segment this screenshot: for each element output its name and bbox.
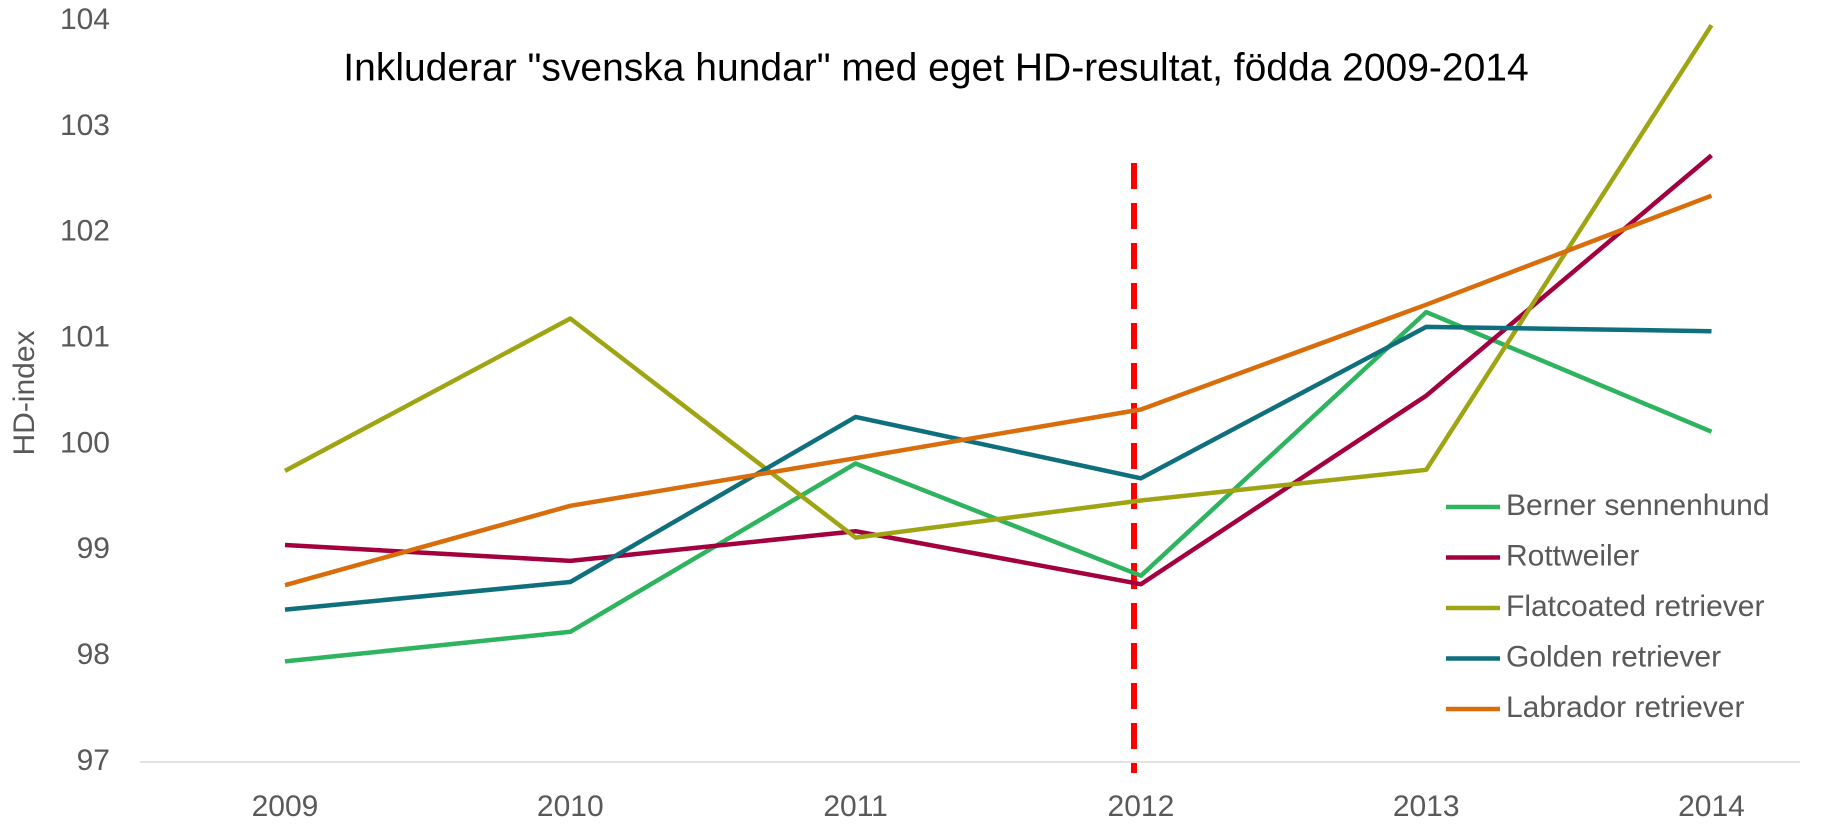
y-tick-label: 104	[60, 3, 110, 36]
chart-title: Inkluderar "svenska hundar" med eget HD-…	[343, 46, 1528, 89]
series-line	[284, 193, 1713, 588]
y-tick-label: 102	[60, 215, 110, 248]
legend-label: Flatcoated retriever	[1506, 590, 1764, 623]
series-line	[284, 324, 1712, 612]
x-tick-label: 2011	[823, 790, 888, 823]
legend-label: Rottweiler	[1506, 539, 1639, 572]
y-tick-label: 100	[60, 426, 110, 459]
x-tick-label: 2010	[537, 790, 604, 823]
y-tick-label: 99	[77, 532, 110, 565]
y-tick-label: 97	[77, 744, 110, 777]
y-axis-label: HD-index	[8, 330, 41, 455]
x-tick-label: 2012	[1108, 790, 1175, 823]
series-line	[283, 23, 1714, 540]
x-tick-label: 2013	[1393, 790, 1460, 823]
legend-label: Berner sennenhund	[1506, 489, 1770, 522]
legend-label: Labrador retriever	[1506, 691, 1744, 724]
legend-label: Golden retriever	[1506, 640, 1721, 673]
series-line	[284, 153, 1713, 587]
y-tick-label: 103	[60, 109, 110, 142]
y-tick-label: 101	[60, 320, 110, 353]
x-tick-label: 2009	[252, 790, 319, 823]
y-tick-label: 98	[77, 638, 110, 671]
x-tick-label: 2014	[1678, 790, 1745, 823]
